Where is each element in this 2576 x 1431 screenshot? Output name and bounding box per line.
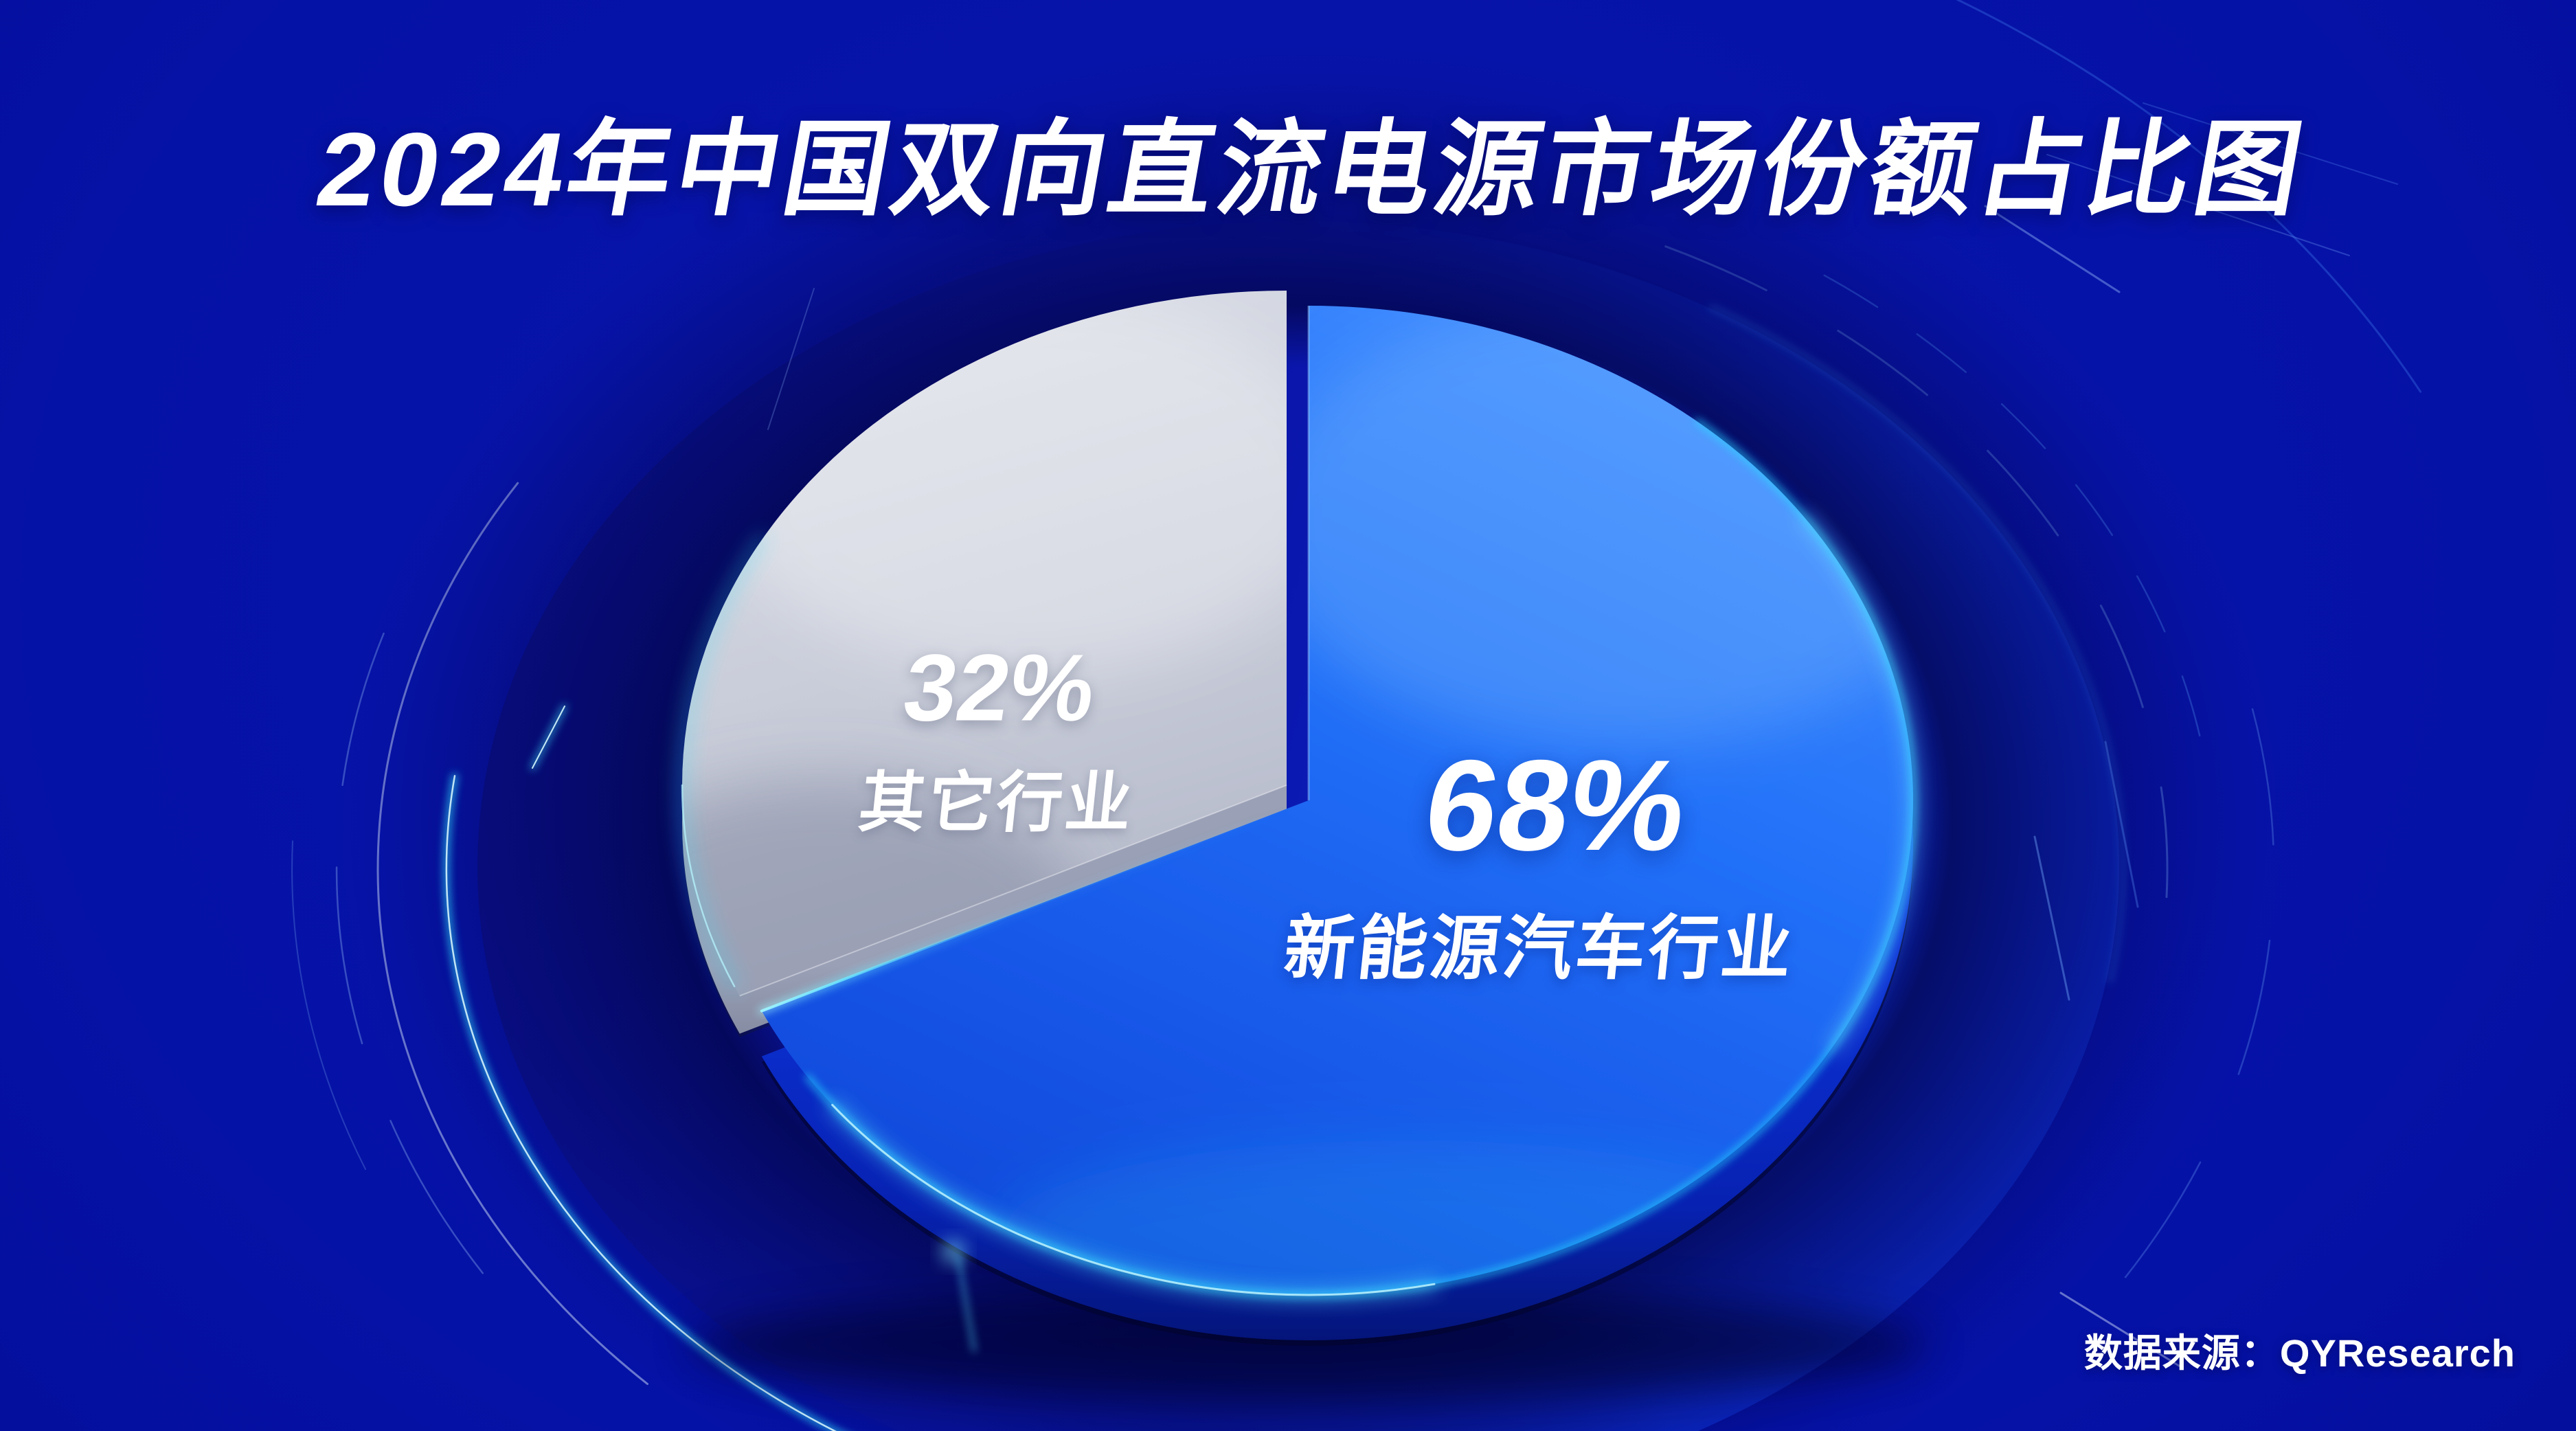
gray-slice-value: 32% bbox=[897, 635, 1102, 741]
data-source-note: 数据来源：QYResearch bbox=[2083, 1331, 2516, 1375]
blue-slice-value: 68% bbox=[1416, 733, 1695, 877]
neon-rim-glows bbox=[679, 419, 1917, 1352]
gray-slice-label: 其它行业 bbox=[855, 766, 1138, 840]
light-streaks bbox=[530, 102, 2398, 1367]
chart-title: 2024年中国双向直流电源市场份额占比图 bbox=[308, 111, 2315, 228]
blue-slice-label: 新能源汽车行业 bbox=[1280, 909, 1799, 988]
